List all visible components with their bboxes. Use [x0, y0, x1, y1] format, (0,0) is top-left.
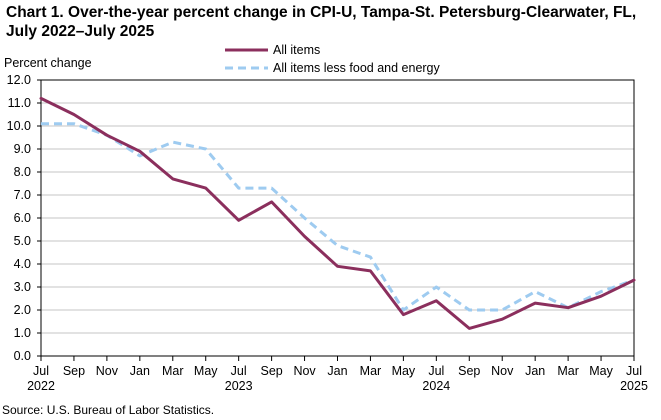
x-tick-label: Sep	[260, 364, 282, 378]
y-tick-label: 4.0	[14, 257, 31, 271]
y-tick-label: 7.0	[14, 188, 31, 202]
x-tick-label: Nov	[96, 364, 119, 378]
x-tick-label: Sep	[458, 364, 480, 378]
y-tick-label: 6.0	[14, 211, 31, 225]
series-line-core	[41, 122, 635, 312]
x-tick-label: Sep	[63, 364, 85, 378]
axis-ticks	[37, 79, 635, 361]
y-tick-label: 11.0	[8, 96, 31, 110]
x-tick-label: Mar	[557, 364, 579, 378]
y-axis-label: Percent change	[4, 56, 92, 70]
x-tick-label: Mar	[162, 364, 184, 378]
x-year-label: 2025	[620, 379, 648, 393]
y-tick-label: 0.0	[14, 349, 31, 363]
legend: All items All items less food and energy	[225, 43, 441, 75]
x-tick-label: May	[194, 364, 218, 378]
legend-label-core: All items less food and energy	[273, 61, 441, 75]
x-tick-label: Mar	[360, 364, 382, 378]
y-tick-label: 10.0	[7, 119, 31, 133]
x-tick-label: Jul	[626, 364, 642, 378]
x-tick-label: May	[392, 364, 416, 378]
y-tick-label: 5.0	[14, 234, 31, 248]
x-year-label: 2024	[422, 379, 450, 393]
y-tick-label: 9.0	[14, 142, 31, 156]
y-tick-label: 1.0	[14, 326, 31, 340]
x-tick-label: Jul	[428, 364, 444, 378]
x-tick-label: May	[589, 364, 613, 378]
y-tick-label: 2.0	[14, 303, 31, 317]
x-tick-label: Nov	[491, 364, 514, 378]
y-tick-label: 8.0	[14, 165, 31, 179]
y-tick-label: 3.0	[14, 280, 31, 294]
x-tick-label: Jul	[33, 364, 49, 378]
chart-title: Chart 1. Over-the-year percent change in…	[6, 4, 637, 40]
y-tick-label: 12.0	[7, 73, 31, 87]
x-tick-label: Nov	[293, 364, 316, 378]
x-year-label: 2023	[225, 379, 253, 393]
x-year-label: 2022	[27, 379, 55, 393]
source-note: Source: U.S. Bureau of Labor Statistics.	[2, 403, 215, 417]
x-tick-label: Jan	[525, 364, 545, 378]
legend-label-all-items: All items	[273, 43, 320, 57]
gridlines	[41, 102, 634, 334]
x-tick-label: Jan	[327, 364, 347, 378]
x-tick-label: Jul	[231, 364, 247, 378]
y-axis-tick-labels: 0.0 1.0 2.0 3.0 4.0 5.0 6.0 7.0 8.0 9.0 10.0 11.0 12…	[7, 73, 31, 363]
x-tick-label: Jan	[130, 364, 150, 378]
data-series	[39, 96, 636, 330]
x-axis-tick-labels: Jul Sep Nov Jan Mar May Jul Sep Nov Jan Mar May Jul S…	[27, 364, 648, 393]
series-line-all-items	[39, 96, 636, 330]
